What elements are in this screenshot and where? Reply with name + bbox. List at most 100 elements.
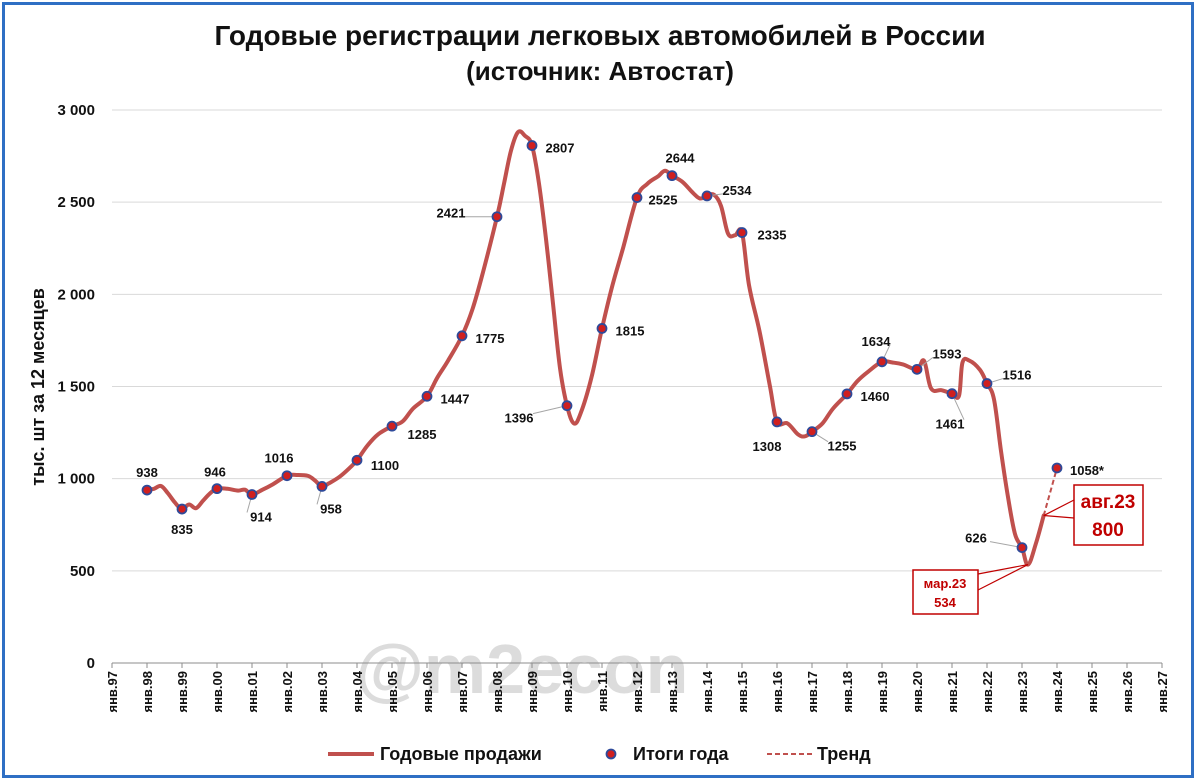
data-label: 1100: [371, 458, 399, 473]
label-leaders: [246, 193, 1023, 549]
x-ticks: янв.97 янв.98 янв.99 янв.00 янв.01 янв.02 янв.…: [105, 663, 1170, 713]
series-line-trend: [1042, 467, 1058, 516]
chart-subtitle: (источник: Автостат): [466, 56, 734, 86]
year-point: [841, 388, 853, 400]
x-tick-label: янв.19: [875, 671, 890, 713]
callout-connector-mar23: [977, 564, 1029, 591]
x-tick-label: янв.99: [175, 671, 190, 713]
callout-connector-aug23: [1043, 499, 1075, 517]
year-point: [771, 416, 783, 428]
x-tick-label: янв.06: [420, 671, 435, 713]
data-labels: 938 835 946 914 1016 958 1100 1285 1447 1775 2421 2…: [136, 141, 1105, 546]
callouts: мар.23 534 авг.23 800: [912, 484, 1144, 615]
data-label: 626: [965, 531, 987, 546]
year-point: [351, 454, 363, 466]
year-point: [561, 400, 573, 412]
year-point: [456, 330, 468, 342]
chart-title: Годовые регистрации легковых автомобилей…: [214, 20, 985, 51]
y-tick-label: 3 000: [57, 102, 95, 119]
x-tick-label: янв.22: [980, 671, 995, 713]
x-tick-label: янв.03: [315, 671, 330, 713]
data-label: 938: [136, 465, 158, 480]
data-label: 1308: [753, 439, 782, 454]
year-point: [1016, 542, 1028, 554]
callout-box-mar23: [912, 569, 979, 615]
data-label: 2335: [758, 228, 787, 243]
x-tick-label: янв.14: [700, 670, 715, 712]
data-label: 1516: [1003, 368, 1032, 383]
x-tick-label: янв.17: [805, 671, 820, 713]
year-point: [701, 190, 713, 202]
year-point: [316, 481, 328, 492]
label-leader: [989, 541, 1023, 549]
year-point: [1051, 462, 1063, 474]
data-label: 1634: [862, 334, 892, 349]
x-tick-label: янв.21: [945, 671, 960, 713]
data-label: 1447: [441, 391, 470, 406]
x-tick-label: янв.09: [525, 671, 540, 713]
x-tick-label: янв.97: [105, 671, 120, 713]
y-tick-label: 1 500: [57, 379, 95, 396]
x-tick-label: янв.01: [245, 671, 260, 713]
year-point: [806, 426, 818, 438]
year-point: [176, 503, 188, 515]
y-tick-label: 500: [70, 563, 95, 580]
year-point: [246, 489, 258, 500]
legend-swatch-points: [605, 748, 617, 760]
y-tick-label: 0: [87, 655, 95, 672]
data-label: 1461: [936, 417, 965, 432]
x-tick-label: янв.18: [840, 671, 855, 713]
data-label: 2644: [666, 151, 696, 166]
x-tick-label: янв.07: [455, 671, 470, 713]
year-point: [281, 470, 293, 482]
year-point: [631, 192, 643, 203]
year-point: [141, 484, 153, 496]
x-tick-label: янв.04: [350, 670, 365, 712]
legend-label-points: Итоги года: [633, 744, 730, 764]
x-tick-label: янв.23: [1015, 671, 1030, 713]
x-tick-label: янв.12: [630, 671, 645, 713]
series-lines: [145, 129, 1058, 567]
x-tick-label: янв.25: [1085, 671, 1100, 713]
x-tick-label: янв.08: [490, 671, 505, 713]
year-points: [141, 140, 1063, 554]
x-tick-label: янв.11: [595, 671, 610, 712]
year-point: [736, 227, 748, 238]
data-label: 2421: [437, 206, 466, 221]
legend-label-sales: Годовые продажи: [380, 744, 542, 764]
watermark: @m2econ: [356, 630, 689, 708]
year-point: [911, 363, 923, 375]
callout-text-aug23-date: авг.23: [1081, 492, 1136, 513]
x-tick-label: янв.16: [770, 671, 785, 713]
x-tick-label: янв.10: [560, 671, 575, 713]
data-label: 2534: [723, 183, 753, 198]
data-label: 2807: [546, 141, 575, 156]
year-point: [596, 323, 608, 334]
y-tick-label: 1 000: [57, 471, 95, 488]
data-label: 1815: [616, 323, 645, 338]
data-label: 1016: [265, 451, 294, 466]
legend: Годовые продажи Итоги года Тренд: [328, 744, 871, 764]
x-tick-label: янв.27: [1155, 671, 1170, 713]
x-tick-label: янв.00: [210, 671, 225, 713]
year-point: [876, 356, 888, 368]
x-tick-label: янв.26: [1120, 671, 1135, 713]
year-point: [666, 170, 678, 182]
callout-text-mar23-value: 534: [934, 595, 956, 610]
year-point: [386, 420, 398, 432]
year-point: [491, 211, 503, 223]
data-label: 1255: [828, 439, 857, 454]
y-tick-label: 2 500: [57, 194, 95, 211]
x-tick-label: янв.05: [385, 671, 400, 713]
data-label: 958: [320, 501, 342, 516]
data-label: 2525: [649, 193, 678, 208]
x-tick-label: янв.13: [665, 671, 680, 713]
x-tick-label: янв.24: [1050, 670, 1065, 712]
data-label: 1058*: [1070, 463, 1105, 478]
data-label: 1460: [861, 389, 890, 404]
year-point: [946, 388, 958, 400]
callout-text-mar23-date: мар.23: [924, 576, 967, 591]
callout-connector-aug23: [1043, 514, 1075, 519]
data-label: 1593: [933, 346, 962, 361]
